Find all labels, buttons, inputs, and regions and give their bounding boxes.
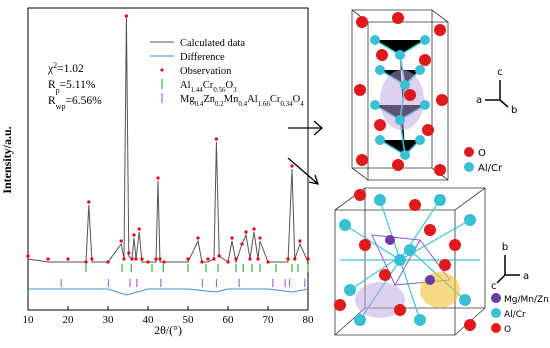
observation-point [266, 260, 270, 264]
axis-a: a [476, 95, 482, 106]
observation-point [214, 137, 218, 141]
observation-point [212, 257, 216, 261]
observation-point [226, 260, 230, 264]
annotation-part: R [48, 79, 56, 91]
legend-label: Difference [180, 52, 225, 63]
observation-point [298, 239, 302, 243]
annotation-part: 2 [53, 61, 57, 70]
legend-label: Mg0.4Zn0.2Mn0.4Al1.66Cr0.34O4 [180, 94, 304, 108]
structure-top: c a b O Al/Cr [351, 9, 517, 181]
annotation: Rp=5.11% [48, 79, 96, 95]
data-line [27, 15, 309, 264]
annotation-part: R [48, 95, 56, 107]
annotation-part: =1.02 [57, 63, 84, 75]
observation-point [244, 230, 248, 234]
observation-point [87, 200, 91, 204]
observation-point [186, 257, 190, 261]
annotation-part: =5.11% [60, 79, 96, 91]
axis-c: c [497, 67, 503, 78]
legend-o: O [478, 148, 486, 159]
annotation-part: wp [56, 102, 66, 111]
observation-point [119, 239, 123, 243]
observation-point [158, 257, 162, 261]
observation-point [26, 254, 30, 258]
x-tick-label: 60 [223, 314, 235, 326]
x-tick-label: 10 [23, 314, 35, 326]
x-tick-label: 40 [143, 314, 155, 326]
observation-point [146, 260, 150, 264]
legend-mgmnzn: Mg/Mn/Zn [504, 295, 549, 305]
observation-point [46, 257, 50, 261]
observation-point [127, 251, 131, 255]
observation-point [132, 233, 136, 237]
data-line [28, 288, 309, 296]
legend-label: Al1.44Cr0.56O3 [180, 80, 237, 94]
annotation-part: χ [47, 63, 54, 75]
legend-swatch [160, 68, 164, 72]
observation-point [134, 257, 138, 261]
observation-point [137, 227, 141, 231]
observation-point [290, 164, 294, 168]
legend-alcr: Al/Cr [504, 310, 526, 320]
x-tick-label: 30 [103, 314, 115, 326]
arrows [287, 120, 323, 185]
observation-point [140, 257, 144, 261]
observation-point [230, 236, 234, 240]
observation-point [106, 260, 110, 264]
observation-point [248, 257, 252, 261]
observation-point [122, 257, 126, 261]
x-tick-label: 50 [183, 314, 195, 326]
annotation: χ2=1.02 [47, 61, 84, 76]
observation-point [217, 254, 221, 258]
observation-point [84, 260, 88, 264]
observation-point [154, 257, 158, 261]
observation-point [196, 236, 200, 240]
observation-point [124, 14, 128, 18]
observation-point [256, 257, 260, 261]
annotation: Rwp=6.56% [48, 95, 102, 111]
axis-c: c [491, 281, 497, 292]
legend-label: Calculated data [180, 38, 245, 49]
observation-point [252, 227, 256, 231]
x-axis-label: 2θ/(°) [154, 323, 182, 337]
legend-o: O [504, 325, 511, 335]
annotation-part: p [56, 86, 60, 95]
observation-point [206, 257, 210, 261]
structure-bottom: b c a Mg/Mn/Zn Al/Cr O [334, 187, 549, 336]
observation-point [286, 257, 290, 261]
observation-point [90, 257, 94, 261]
observation-point [293, 257, 297, 261]
observation-point [234, 257, 238, 261]
observation-point [240, 242, 244, 246]
observation-point [162, 260, 166, 264]
axis-b: b [511, 105, 517, 116]
observation-point [156, 176, 160, 180]
x-tick-label: 70 [263, 314, 275, 326]
axis-b: b [502, 242, 508, 253]
legend-label: Observation [180, 66, 232, 77]
observation-point [130, 257, 134, 261]
y-axis-label: Intensity/a.u. [0, 126, 14, 193]
observation-point [258, 236, 262, 240]
annotation-part: =6.56% [65, 95, 102, 107]
x-tick-label: 20 [63, 314, 75, 326]
legend-alcr: Al/Cr [478, 163, 503, 174]
axis-a: a [523, 271, 529, 282]
observation-point [200, 260, 204, 264]
observation-point [306, 257, 310, 261]
x-tick-label: 80 [303, 314, 315, 326]
observation-point [66, 257, 70, 261]
plot-frame [27, 7, 309, 311]
